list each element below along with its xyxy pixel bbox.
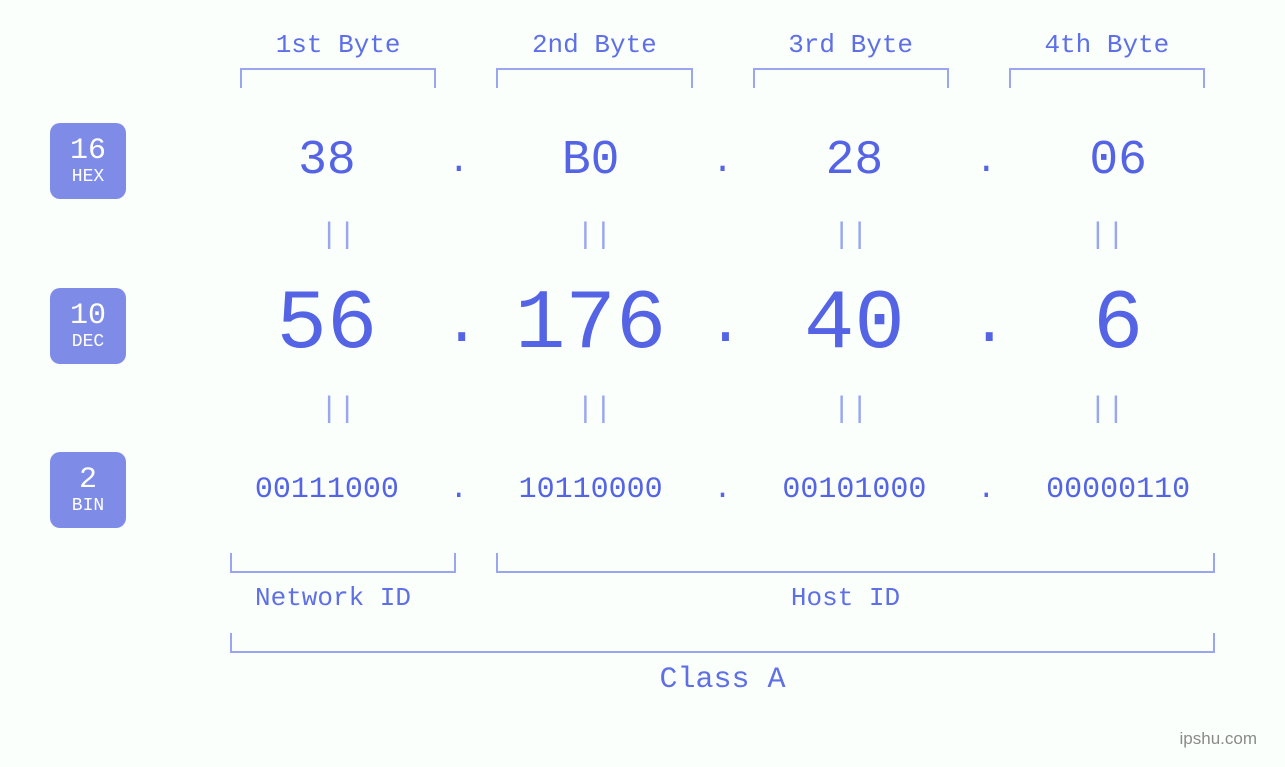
bin-badge-txt: BIN <box>72 497 104 515</box>
eq-2-3: || <box>723 393 979 427</box>
dec-dot-1: . <box>444 292 474 360</box>
eq-row-2: || || || || <box>210 393 1235 427</box>
hex-byte-2: B0 <box>474 134 708 188</box>
byte-label-2: 2nd Byte <box>466 30 722 60</box>
class-label: Class A <box>210 663 1235 697</box>
byte-bracket-3 <box>753 68 949 88</box>
eq-row-1: || || || || <box>210 219 1235 253</box>
bin-byte-2: 10110000 <box>474 473 708 507</box>
bin-byte-1: 00111000 <box>210 473 444 507</box>
ip-diagram: 1st Byte 2nd Byte 3rd Byte 4th Byte 16 H… <box>0 0 1285 727</box>
net-host-labels-row: Network ID Host ID <box>210 583 1235 613</box>
hex-values: 38 . B0 . 28 . 06 <box>210 134 1235 188</box>
byte-brackets-row <box>210 68 1235 88</box>
dec-values: 56 . 176 . 40 . 6 <box>210 278 1235 373</box>
eq-1-4: || <box>979 219 1235 253</box>
hex-badge-txt: HEX <box>72 168 104 186</box>
hex-byte-3: 28 <box>738 134 972 188</box>
bin-dot-1: . <box>444 473 474 507</box>
byte-bracket-1 <box>240 68 436 88</box>
byte-labels-row: 1st Byte 2nd Byte 3rd Byte 4th Byte <box>210 30 1235 60</box>
bin-byte-3: 00101000 <box>738 473 972 507</box>
dec-row: 10 DEC 56 . 176 . 40 . 6 <box>50 278 1235 373</box>
dec-badge-txt: DEC <box>72 333 104 351</box>
eq-1-3: || <box>723 219 979 253</box>
net-host-brackets-row <box>210 553 1235 573</box>
hex-badge-num: 16 <box>70 136 106 166</box>
dec-dot-3: . <box>971 292 1001 360</box>
dec-byte-1: 56 <box>210 278 444 373</box>
dec-byte-3: 40 <box>738 278 972 373</box>
host-bracket <box>496 553 1216 573</box>
eq-2-2: || <box>466 393 722 427</box>
hex-dot-2: . <box>708 141 738 182</box>
bin-dot-2: . <box>708 473 738 507</box>
bin-badge: 2 BIN <box>50 452 126 528</box>
eq-2-4: || <box>979 393 1235 427</box>
hex-dot-1: . <box>444 141 474 182</box>
dec-byte-2: 176 <box>474 278 708 373</box>
bin-row: 2 BIN 00111000 . 10110000 . 00101000 . 0… <box>50 452 1235 528</box>
byte-label-1: 1st Byte <box>210 30 466 60</box>
network-id-label: Network ID <box>210 583 456 613</box>
eq-1-1: || <box>210 219 466 253</box>
dec-badge: 10 DEC <box>50 288 126 364</box>
eq-2-1: || <box>210 393 466 427</box>
byte-bracket-4 <box>1009 68 1205 88</box>
class-bracket <box>230 633 1215 653</box>
dec-badge-num: 10 <box>70 301 106 331</box>
hex-byte-1: 38 <box>210 134 444 188</box>
bin-values: 00111000 . 10110000 . 00101000 . 0000011… <box>210 473 1235 507</box>
bin-dot-3: . <box>971 473 1001 507</box>
hex-byte-4: 06 <box>1001 134 1235 188</box>
host-id-label: Host ID <box>456 583 1235 613</box>
byte-label-4: 4th Byte <box>979 30 1235 60</box>
dec-byte-4: 6 <box>1001 278 1235 373</box>
byte-bracket-2 <box>496 68 692 88</box>
hex-badge: 16 HEX <box>50 123 126 199</box>
byte-label-3: 3rd Byte <box>723 30 979 60</box>
watermark: ipshu.com <box>1180 729 1257 749</box>
eq-1-2: || <box>466 219 722 253</box>
bin-byte-4: 00000110 <box>1001 473 1235 507</box>
network-bracket <box>230 553 456 573</box>
hex-dot-3: . <box>971 141 1001 182</box>
bin-badge-num: 2 <box>79 465 97 495</box>
class-bracket-row <box>210 633 1235 653</box>
hex-row: 16 HEX 38 . B0 . 28 . 06 <box>50 123 1235 199</box>
dec-dot-2: . <box>708 292 738 360</box>
